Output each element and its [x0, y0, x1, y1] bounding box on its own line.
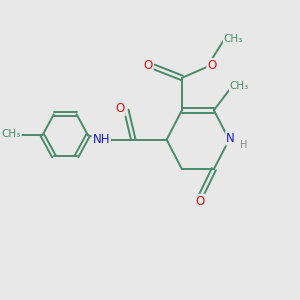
Text: N: N: [226, 132, 235, 145]
Text: O: O: [195, 195, 205, 208]
Text: H: H: [240, 140, 247, 150]
Text: CH₃: CH₃: [224, 34, 243, 44]
Text: NH: NH: [93, 133, 110, 146]
Text: O: O: [143, 59, 153, 72]
Text: CH₃: CH₃: [230, 81, 249, 91]
Text: CH₃: CH₃: [2, 129, 21, 139]
Text: O: O: [207, 59, 217, 72]
Text: O: O: [116, 102, 125, 115]
